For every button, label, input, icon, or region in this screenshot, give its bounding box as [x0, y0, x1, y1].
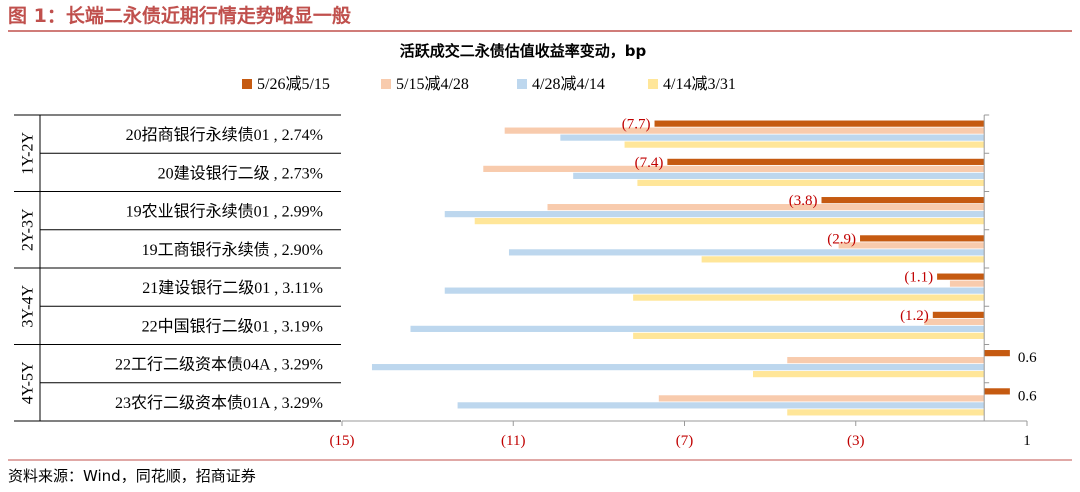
- category-label: 20建设银行二级 , 2.73%: [158, 164, 323, 182]
- data-label: 0.6: [1018, 350, 1037, 366]
- bar: [821, 197, 985, 204]
- bar: [984, 350, 1010, 357]
- bar: [410, 325, 985, 332]
- data-label: (3.8): [789, 193, 818, 209]
- bar: [753, 371, 985, 378]
- plot-area: 20招商银行永续债01 , 2.74% 20建设银行二级 , 2.73% 19农业银…: [14, 114, 1037, 449]
- category-label: 23农行二级资本债01A , 3.29%: [115, 394, 323, 412]
- bar: [624, 141, 985, 148]
- bar: [924, 318, 985, 325]
- bar: [787, 409, 985, 416]
- data-label: (7.7): [622, 117, 651, 133]
- data-label: (1.2): [900, 308, 929, 324]
- bar: [838, 242, 985, 249]
- group-label: 3Y-4Y: [20, 284, 37, 327]
- legend-swatch: [242, 79, 252, 89]
- bar: [667, 158, 985, 165]
- bar: [633, 294, 985, 301]
- group-label: 2Y-3Y: [20, 208, 37, 251]
- legend-label: 4/14减3/31: [663, 75, 736, 93]
- bar: [547, 204, 985, 211]
- figure-title: 图 1：长端二永债近期行情走势略显一般: [8, 4, 351, 27]
- legend-label: 4/28减4/14: [532, 75, 605, 93]
- legend-swatch: [381, 79, 391, 89]
- bar: [508, 249, 985, 256]
- bar: [654, 120, 985, 127]
- bar: [658, 395, 985, 402]
- data-label: (2.9): [827, 231, 856, 247]
- group-label: 1Y-2Y: [20, 131, 37, 174]
- group-label: 4Y-5Y: [20, 361, 37, 404]
- bar: [984, 388, 1010, 395]
- x-tick-label: 1: [1023, 433, 1031, 449]
- legend-label: 5/15减4/28: [396, 75, 469, 93]
- bar: [787, 357, 985, 364]
- legend-swatch: [517, 79, 527, 89]
- bar: [504, 127, 985, 134]
- source-note: 资料来源：Wind，同花顺，招商证券: [8, 467, 256, 485]
- bar: [932, 311, 985, 318]
- category-label: 22中国银行二级01 , 3.19%: [142, 317, 323, 335]
- bar: [474, 218, 985, 225]
- bar: [444, 211, 985, 218]
- bar: [457, 402, 985, 409]
- legend: 5/26减5/15 5/15减4/28 4/28减4/14 4/14减3/31: [242, 75, 736, 93]
- x-tick-label: (3): [847, 433, 865, 449]
- bar: [560, 134, 985, 141]
- chart-title: 活跃成交二永债估值收益率变动，bp: [400, 42, 647, 60]
- legend-label: 5/26减5/15: [257, 75, 330, 93]
- data-label: 0.6: [1018, 388, 1037, 404]
- category-label: 19农业银行永续债01 , 2.99%: [126, 203, 323, 221]
- bar: [860, 235, 985, 242]
- x-tick-label: (15): [330, 433, 355, 449]
- bar: [444, 287, 985, 294]
- bar: [637, 179, 985, 186]
- x-tick-label: (11): [501, 433, 525, 449]
- bar: [573, 172, 985, 179]
- bar: [949, 280, 985, 287]
- bar: [483, 165, 985, 172]
- bar: [371, 364, 985, 371]
- data-label: (1.1): [904, 270, 933, 286]
- category-label: 22工行二级资本债04A , 3.29%: [115, 356, 323, 374]
- bar: [701, 256, 985, 263]
- category-label: 20招商银行永续债01 , 2.74%: [126, 126, 323, 144]
- bar: [937, 273, 985, 280]
- category-label: 19工商银行永续债 , 2.90%: [142, 241, 323, 259]
- x-tick-label: (7): [676, 433, 694, 449]
- bar: [633, 332, 985, 339]
- legend-swatch: [648, 79, 658, 89]
- data-label: (7.4): [635, 155, 664, 171]
- category-label: 21建设银行二级01 , 3.11%: [142, 279, 323, 297]
